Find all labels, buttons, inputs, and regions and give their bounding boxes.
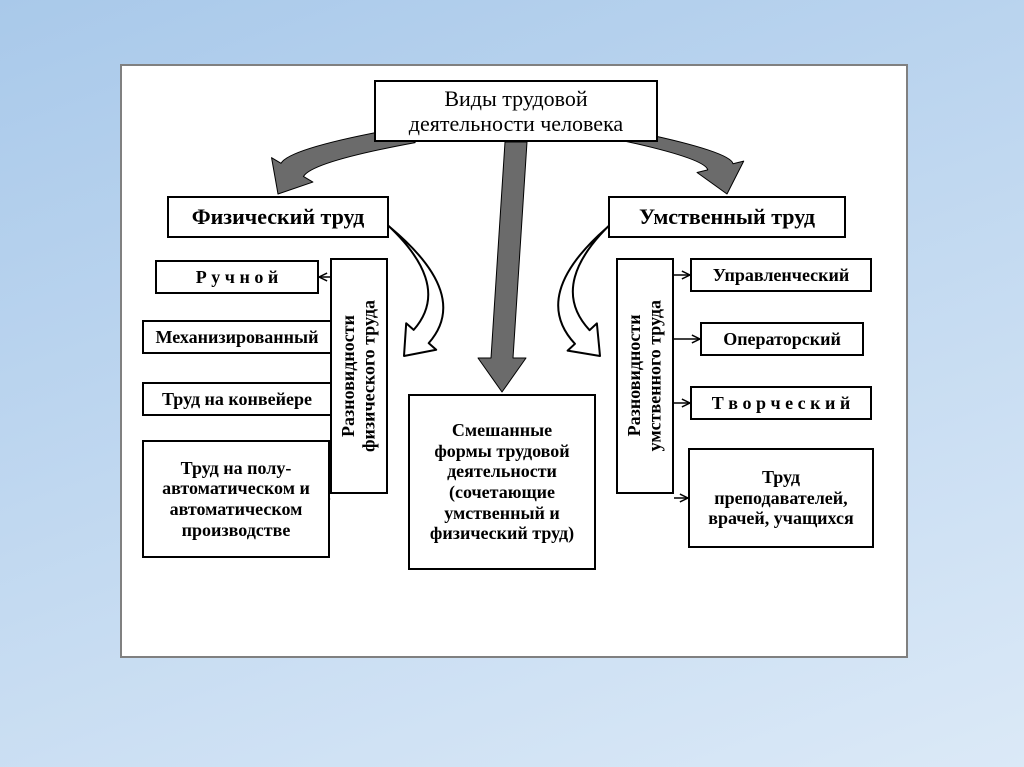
- node-m1-label: Управленческий: [713, 265, 850, 286]
- node-p1: Р у ч н о й: [155, 260, 319, 294]
- node-m4: Трудпреподавателей,врачей, учащихся: [688, 448, 874, 548]
- node-p4-label: Труд на полу-автоматическом иавтоматичес…: [162, 458, 310, 541]
- node-m3-label: Т в о р ч е с к и й: [712, 393, 850, 414]
- page-background: Виды трудовойдеятельности человека Физич…: [0, 0, 1024, 767]
- node-center-label: Смешанныеформы трудовойдеятельности(соче…: [430, 420, 574, 544]
- node-mental-varieties: Разновидностиумственного труда: [616, 258, 674, 494]
- node-p3: Труд на конвейере: [142, 382, 332, 416]
- node-physical-varieties-label: Разновидностифизического труда: [338, 300, 379, 452]
- node-center: Смешанныеформы трудовойдеятельности(соче…: [408, 394, 596, 570]
- node-root-label: Виды трудовойдеятельности человека: [409, 86, 623, 137]
- node-m1: Управленческий: [690, 258, 872, 292]
- node-mental: Умственный труд: [608, 196, 846, 238]
- node-p2: Механизированный: [142, 320, 332, 354]
- node-p3-label: Труд на конвейере: [162, 389, 312, 410]
- node-root: Виды трудовойдеятельности человека: [374, 80, 658, 142]
- node-physical-label: Физический труд: [192, 204, 365, 229]
- node-physical: Физический труд: [167, 196, 389, 238]
- node-m3: Т в о р ч е с к и й: [690, 386, 872, 420]
- node-p2-label: Механизированный: [156, 327, 319, 348]
- node-p4: Труд на полу-автоматическом иавтоматичес…: [142, 440, 330, 558]
- node-m2: Операторский: [700, 322, 864, 356]
- node-mental-label: Умственный труд: [639, 204, 815, 229]
- node-p1-label: Р у ч н о й: [196, 267, 278, 288]
- node-m2-label: Операторский: [723, 329, 841, 350]
- node-m4-label: Трудпреподавателей,врачей, учащихся: [708, 467, 853, 529]
- node-physical-varieties: Разновидностифизического труда: [330, 258, 388, 494]
- node-mental-varieties-label: Разновидностиумственного труда: [624, 300, 665, 451]
